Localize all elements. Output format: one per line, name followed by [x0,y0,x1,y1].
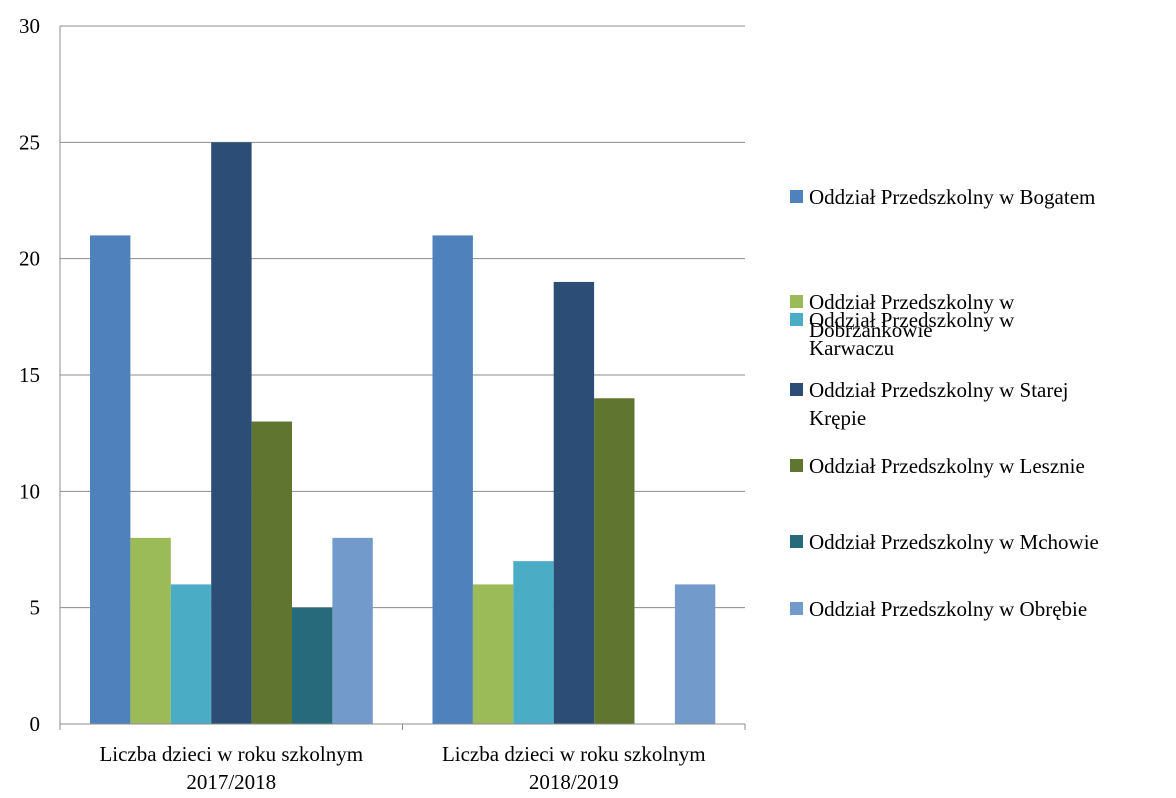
legend-swatch [790,535,803,548]
axes [59,26,746,730]
legend-swatch [790,313,803,326]
legend-item: Oddział Przedszkolny w Bogatem [790,183,1176,211]
bar-1-5 [251,421,292,724]
y-tick-label: 10 [19,479,40,503]
chart-legend: Oddział Przedszkolny w Bogatem Oddział Pr… [790,0,1176,798]
y-tick-label: 5 [30,596,41,620]
legend-item: Oddział Przedszkolny w Dobrzankowie [790,288,1176,344]
legend-item: Oddział Przedszkolny w Starej Krępie [790,376,1176,432]
legend-swatch [790,190,803,203]
y-tick-label: 20 [19,247,40,271]
legend-label-line: Dobrzankowie [809,318,933,342]
bar-2-5 [594,398,635,724]
bar-1-2 [130,537,171,724]
legend-item: Oddział Przedszkolny w Lesznie [790,452,1176,480]
legend-label: Oddział Przedszkolny w Obrębie [809,595,1176,623]
legend-item: Oddział Przedszkolny w Karwaczu [790,306,1176,362]
bar-2-7 [674,584,716,724]
legend-label: Oddział Przedszkolny w Lesznie [809,452,1176,480]
bar-2-1 [432,235,473,724]
legend-swatch [790,602,803,615]
legend-label-line: Oddział Przedszkolny w [809,308,1015,332]
legend-label-line: Oddział Przedszkolny w Obrębie [809,597,1088,621]
bar-2-4 [553,281,595,724]
legend-label: Oddział Przedszkolny w Karwaczu [809,306,1176,362]
y-tick-label: 15 [19,363,40,387]
legend-label-line: Oddział Przedszkolny w [809,290,1015,314]
bar-1-1 [90,235,131,724]
y-tick-label: 0 [30,712,41,736]
bar-1-4 [211,142,252,725]
legend-label: Oddział Przedszkolny w Mchowie [809,528,1176,556]
legend-label-line: Karwaczu [809,336,895,360]
legend-label: Oddział Przedszkolny w Bogatem [809,183,1176,211]
legend-label-line: Oddział Przedszkolny w Bogatem [809,185,1096,209]
x-category-labels: Liczba dzieci w roku szkolnym 2017/2018 Li… [99,742,705,794]
legend-swatch [790,295,803,308]
legend-item: Oddział Przedszkolny w Mchowie [790,528,1176,556]
bar-1-7 [332,537,373,724]
legend-label-line: Oddział Przedszkolny w Starej [809,378,1069,402]
bar-1-3 [170,584,212,724]
bar-1-6 [292,607,333,724]
bar-2-3 [513,561,554,724]
legend-label: Oddział Przedszkolny w Dobrzankowie [809,288,1176,344]
legend-swatch [790,459,803,472]
bars [90,142,716,725]
y-tick-label: 30 [19,14,40,38]
y-tick-label: 25 [19,130,40,154]
gridlines [60,25,745,609]
bar-2-2 [472,584,514,724]
legend-swatch [790,383,803,396]
legend-label-line: Krępie [809,406,867,430]
x-category-label: Liczba dzieci w roku szkolnym [442,742,706,766]
legend-label: Oddział Przedszkolny w Starej Krępie [809,376,1176,432]
legend-label-line: Oddział Przedszkolny w Mchowie [809,530,1099,554]
x-category-label: 2017/2018 [186,770,276,794]
y-tick-labels: 0 5 10 15 20 25 30 [19,14,40,736]
x-category-label: Liczba dzieci w roku szkolnym [99,742,363,766]
bar-chart: 0 5 10 15 20 25 30 Liczba dzieci w roku szkoln… [19,14,746,794]
legend-item: Oddział Przedszkolny w Obrębie [790,595,1176,623]
x-category-label: 2018/2019 [529,770,619,794]
legend-label-line: Oddział Przedszkolny w Lesznie [809,454,1085,478]
